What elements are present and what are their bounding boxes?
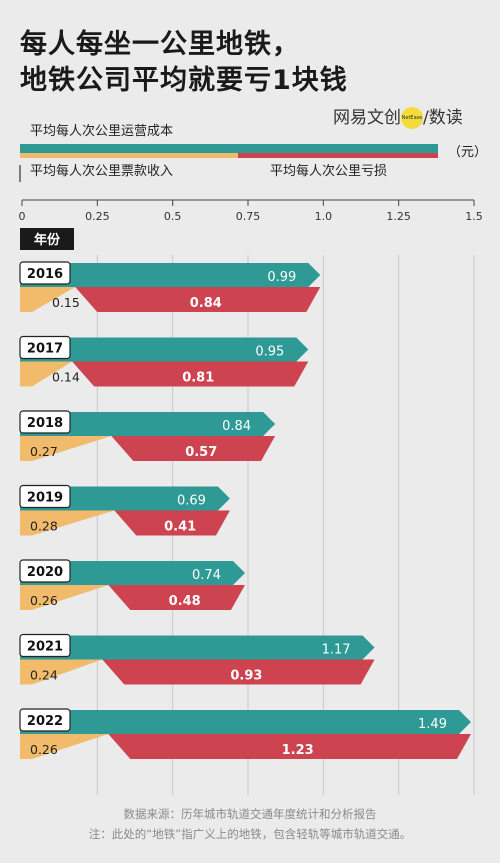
x-axis: 0 0.25 0.5 0.75 1.0 1.25 1.5 [19, 199, 483, 223]
year-label-2019: 2019 [27, 491, 63, 506]
title-line-2: 地铁公司平均就要亏1块钱 [20, 65, 348, 96]
bar-revenue-2020 [20, 585, 109, 610]
label-revenue-2018: 0.27 [30, 444, 58, 459]
bar-revenue-2021 [20, 659, 103, 685]
label-revenue-2019: 0.28 [30, 519, 58, 534]
year-box-2019 [19, 484, 71, 509]
brand-name-b: 数读 [428, 108, 463, 128]
label-revenue-2020: 0.26 [30, 593, 58, 608]
x-tick-label: 0 [19, 210, 26, 223]
legend-cost-label: 平均每人次公里运营成本 [30, 123, 173, 139]
row-header-box [20, 228, 74, 250]
year-label-2021: 2021 [27, 640, 63, 655]
unit-label: （元） [448, 145, 487, 160]
bar-cost-2019 [20, 486, 230, 511]
row-2016: 0.99 0.15 0.84 2016 [19, 261, 321, 312]
bar-cost-2018 [20, 412, 276, 436]
bar-revenue-2016 [20, 287, 76, 312]
bar-cost-2016 [20, 263, 321, 287]
label-loss-2022: 1.23 [282, 743, 314, 758]
title-line-1: 每人每坐一公里地铁， [20, 29, 300, 60]
bar-loss-2022 [108, 734, 471, 759]
label-loss-2016: 0.84 [190, 296, 222, 311]
label-cost-2020: 0.74 [192, 568, 221, 583]
bar-cost-2022 [20, 710, 471, 734]
footer-note: 注：此处的“地铁”指广义上的地铁，包含轻轨等城市轨道交通。 [88, 827, 412, 841]
brand-separator: / [423, 108, 429, 128]
x-tick-label: 1.0 [315, 210, 333, 223]
year-box-2021 [19, 633, 71, 658]
label-loss-2021: 0.93 [230, 669, 262, 684]
label-loss-2019: 0.41 [164, 520, 196, 535]
year-label-2017: 2017 [27, 342, 63, 357]
year-label-2020: 2020 [27, 565, 63, 580]
row-2021: 1.17 0.24 0.93 2021 [19, 633, 375, 685]
bar-cost-2020 [20, 561, 245, 585]
label-revenue-2016: 0.15 [52, 295, 80, 310]
legend-revenue-label: 平均每人次公里票款收入 [30, 163, 173, 179]
bar-revenue-2019 [20, 510, 115, 536]
x-tick-label: 1.5 [465, 210, 483, 223]
bar-cost-2021 [20, 635, 375, 660]
year-label-2018: 2018 [27, 416, 63, 431]
legend-revenue-swatch [20, 153, 238, 158]
legend-cost-swatch [20, 144, 438, 153]
bar-loss-2018 [111, 436, 276, 461]
row-header-label: 年份 [34, 232, 61, 248]
brand-logo: 网易文创NetEase/数读 [333, 103, 463, 129]
label-cost-2019: 0.69 [177, 494, 206, 509]
row-2022: 1.49 0.26 1.23 2022 [19, 708, 471, 759]
footer-source: 数据来源：历年城市轨道交通年度统计和分析报告 [123, 807, 377, 821]
year-label-2022: 2022 [27, 714, 63, 729]
year-box-2022 [19, 708, 71, 732]
bar-cost-2017 [20, 337, 309, 362]
label-cost-2022: 1.49 [418, 717, 447, 732]
label-loss-2020: 0.48 [169, 594, 201, 609]
label-cost-2016: 0.99 [267, 270, 296, 285]
year-label-2016: 2016 [27, 267, 63, 282]
bar-loss-2019 [114, 510, 230, 536]
bar-revenue-2018 [20, 436, 112, 461]
label-revenue-2021: 0.24 [30, 668, 58, 683]
bar-loss-2020 [108, 585, 245, 610]
x-tick-label: 0.25 [85, 210, 110, 223]
brand-mark-icon: NetEase [401, 107, 423, 129]
x-tick-label: 0.75 [236, 210, 261, 223]
label-cost-2021: 1.17 [322, 643, 351, 658]
bar-revenue-2022 [20, 734, 109, 759]
bar-loss-2016 [75, 287, 321, 312]
brand-name-a: 网易文创 [333, 108, 401, 128]
legend-loss-swatch [238, 153, 438, 158]
label-cost-2017: 0.95 [255, 345, 284, 360]
x-tick-label: 0.5 [164, 210, 182, 223]
year-box-2018 [19, 410, 71, 434]
row-2020: 0.74 0.26 0.48 2020 [19, 559, 245, 610]
label-loss-2017: 0.81 [182, 371, 214, 386]
label-loss-2018: 0.57 [185, 445, 217, 460]
row-2019: 0.69 0.28 0.41 2019 [19, 484, 230, 536]
label-cost-2018: 0.84 [222, 419, 251, 434]
bar-loss-2017 [72, 361, 309, 387]
year-box-2020 [19, 559, 71, 583]
bar-rows: 0.99 0.15 0.84 2016 0.95 0.14 0.81 2017 0.84 0.27… [19, 261, 471, 759]
label-revenue-2017: 0.14 [52, 370, 80, 385]
legend-loss-label: 平均每人次公里亏损 [270, 163, 387, 179]
row-2018: 0.84 0.27 0.57 2018 [19, 410, 276, 461]
label-revenue-2022: 0.26 [30, 742, 58, 757]
row-2017: 0.95 0.14 0.81 2017 [19, 335, 309, 387]
bar-loss-2021 [102, 659, 375, 685]
x-tick-label: 1.25 [386, 210, 411, 223]
year-box-2016 [19, 261, 71, 285]
bar-revenue-2017 [20, 361, 73, 387]
year-box-2017 [19, 335, 71, 360]
